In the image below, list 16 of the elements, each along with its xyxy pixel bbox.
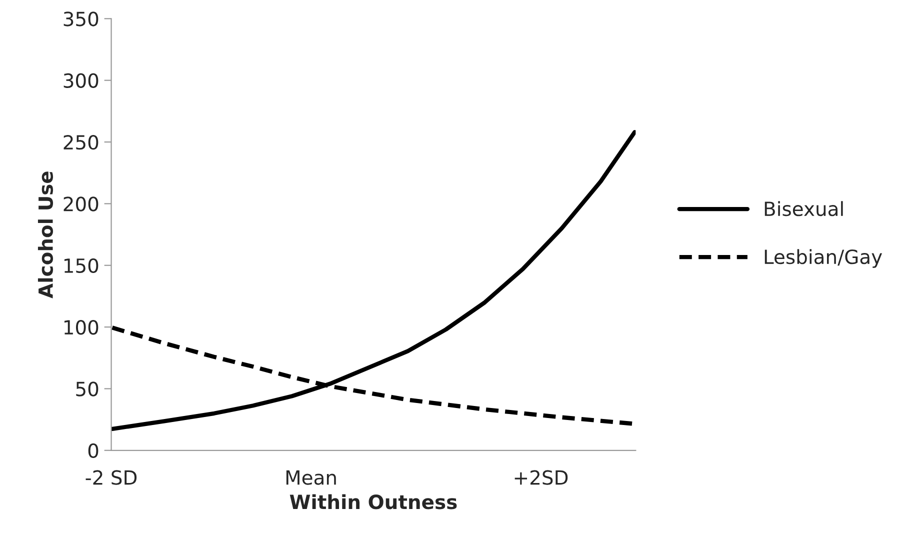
y-tick-label: 300 [64,73,98,88]
x-axis-title: Within Outness [290,494,457,510]
y-axis-title: Alcohol Use [38,172,54,298]
y-tick-label: 250 [64,134,98,150]
y-tick-label: 0 [88,443,98,458]
line-series [111,130,636,432]
x-tick-label: +2SD [514,470,568,485]
y-tick-label: 100 [64,320,98,335]
x-tick-label: Mean [286,470,336,485]
legend-label: Bisexual [764,201,843,216]
legend-label: Lesbian/Gay [764,249,882,268]
y-tick-label: 200 [64,196,98,212]
x-tick-label: -2 SD [86,470,137,485]
y-tick-label: 50 [76,382,98,396]
y-tick-label: 350 [64,12,98,26]
y-tick-label: 150 [64,258,98,274]
